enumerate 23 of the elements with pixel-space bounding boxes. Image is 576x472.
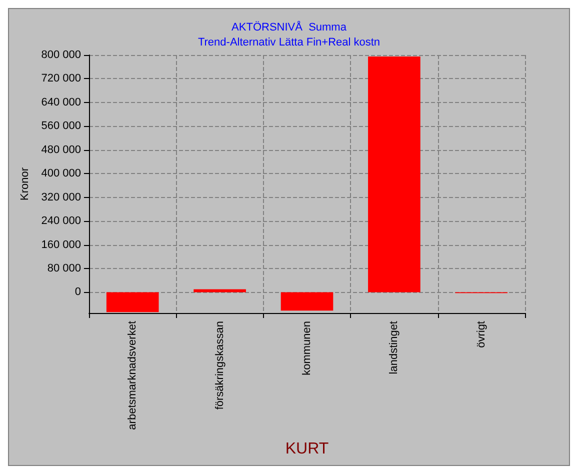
y-tick-label: 720 000	[41, 72, 81, 85]
chart-title: AKTÖRSNIVÅ Summa	[232, 20, 348, 34]
y-tick-label: 160 000	[41, 238, 81, 251]
x-tick-label: försäkringskassan	[214, 321, 226, 410]
y-tick-label: 800 000	[41, 49, 81, 61]
y-axis-title: Kronor	[18, 167, 31, 201]
y-tick-label: 320 000	[41, 191, 81, 204]
x-tick-label: landstinget	[388, 321, 400, 374]
y-tick-label: 400 000	[41, 168, 81, 180]
x-tick-label: arbetsmarknadsverket	[126, 321, 139, 430]
y-tick-label: 560 000	[41, 120, 81, 132]
y-tick-label: 640 000	[41, 96, 81, 108]
bar	[368, 56, 420, 292]
y-tick-label: 240 000	[41, 215, 81, 228]
y-tick-label: 480 000	[41, 144, 81, 156]
bar	[106, 292, 159, 312]
y-tick-label: 0	[74, 286, 81, 298]
x-tick-label: övrigt	[475, 321, 488, 348]
y-tick-label: 80 000	[47, 262, 81, 275]
chart-subtitle: Trend-Alternativ Lätta Fin+Real kostn	[198, 36, 380, 48]
x-tick-label: kommunen	[301, 321, 313, 376]
bar	[280, 292, 334, 311]
x-axis-title: KURT	[285, 440, 329, 458]
